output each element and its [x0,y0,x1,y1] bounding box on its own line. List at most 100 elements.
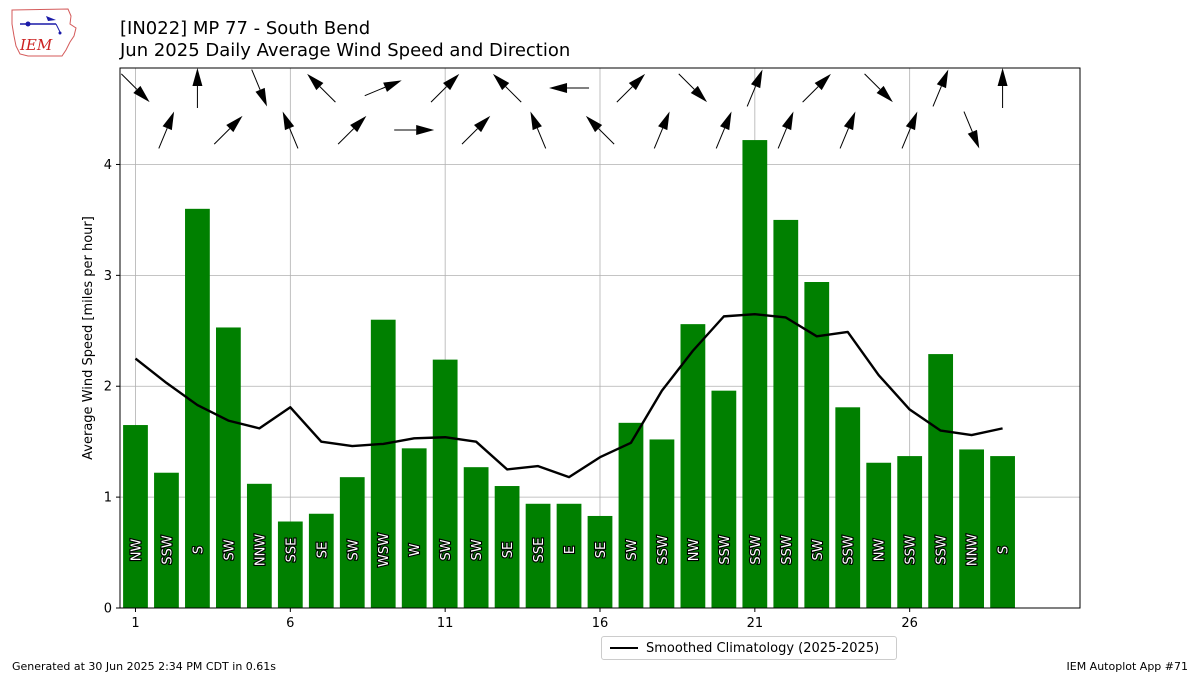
x-tick-label: 16 [592,616,609,631]
iem-logo: IEM [11,8,77,57]
direction-label: NW [873,539,888,562]
bar [556,503,582,608]
wind-arrow-shaft [616,86,633,103]
wind-arrow [251,69,268,107]
bar [990,456,1015,608]
generated-timestamp: Generated at 30 Jun 2025 2:34 PM CDT in … [12,660,277,673]
bar [835,407,861,608]
chart-title: [IN022] MP 77 - South Bend [120,18,371,39]
wind-arrow [963,111,980,149]
wind-arrow [192,68,203,108]
wind-arrow [394,125,435,135]
direction-label: SSW [656,535,671,565]
wind-arrow [746,69,763,107]
wind-arrow [997,68,1008,108]
direction-label: NNW [966,534,981,566]
direction-label: SSE [532,538,547,563]
wind-arrow [802,73,831,103]
wind-arrow-shaft [777,127,788,149]
wind-arrow [678,73,708,103]
direction-label: WSW [377,533,392,567]
x-tick-label: 11 [437,616,454,631]
bar [494,486,520,608]
wind-arrow [430,73,460,103]
wind-arrow-head [997,68,1008,86]
direction-label: SW [346,539,361,560]
bar [154,472,179,608]
wind-arrow-head [628,73,646,91]
wind-arrow [653,111,670,149]
wind-arrow-shaft [678,73,695,90]
wind-arrow-shaft [251,69,261,91]
bar [773,219,799,608]
direction-label: E [563,546,578,554]
direction-label: SE [315,542,330,558]
wind-arrow-head [720,111,732,131]
y-tick-label: 1 [104,491,112,506]
direction-label: NW [687,539,702,562]
wind-arrow-shaft [364,86,386,97]
wind-arrow-head [416,125,435,135]
bar [370,319,396,608]
bar [711,390,737,608]
wind-arrow-head [226,115,243,133]
wind-arrow-head [255,87,268,107]
x-tick-label: 21 [747,616,764,631]
wind-arrow-head [492,73,510,91]
wind-arrow-head [967,129,980,149]
wind-arrow [213,115,243,145]
wind-arrow-shaft [932,85,942,107]
wind-arrow-head [162,111,175,131]
wind-arrow-head [549,83,568,93]
wind-arrow [932,69,949,107]
bar [246,483,272,608]
wind-arrow-head [443,73,460,91]
wind-arrow-head [192,68,203,86]
bar [866,462,892,608]
direction-label: SE [594,542,609,558]
wind-arrow-head [658,111,670,131]
direction-label: SSW [842,535,857,565]
wind-arrow-shaft [715,127,726,149]
bar [339,477,365,608]
wind-arrow-shaft [461,128,478,145]
bar [928,354,954,608]
x-tick-label: 6 [286,616,294,631]
wind-arrow [549,83,590,93]
wind-arrow-head [282,111,295,131]
bar [897,456,923,608]
direction-label: S [191,546,206,554]
bar [401,448,427,608]
bar [959,449,984,608]
direction-label: SSW [749,535,764,565]
direction-label: SSW [160,535,175,565]
wind-arrow [307,73,336,103]
wind-arrow-head [750,69,763,89]
wind-arrow-shaft [120,73,138,90]
wind-arrow-head [814,73,831,91]
direction-label: SSW [935,535,950,565]
wind-arrow-shaft [802,86,819,103]
wind-arrow [530,111,547,149]
wind-arrow [364,80,402,97]
direction-label: SSW [780,535,795,565]
wind-arrow-shaft [598,128,615,145]
direction-label: W [408,543,423,556]
bar [742,140,768,609]
legend-label: Smoothed Climatology (2025-2025) [646,640,880,656]
wind-arrow [616,73,646,103]
wind-arrow-shaft [505,86,522,103]
wind-arrow-shaft [289,127,299,149]
wind-arrow-head [307,73,324,91]
bar [649,439,675,608]
direction-label: S [997,546,1012,554]
wind-arrow [120,73,150,103]
wind-arrow-shaft [536,127,547,149]
legend: Smoothed Climatology (2025-2025) [601,636,897,660]
direction-label: SSW [904,535,919,565]
wind-arrow-head [133,85,150,103]
direction-label: NNW [253,534,268,566]
wind-arrow-shaft [430,86,447,103]
wind-arrow [158,111,175,149]
